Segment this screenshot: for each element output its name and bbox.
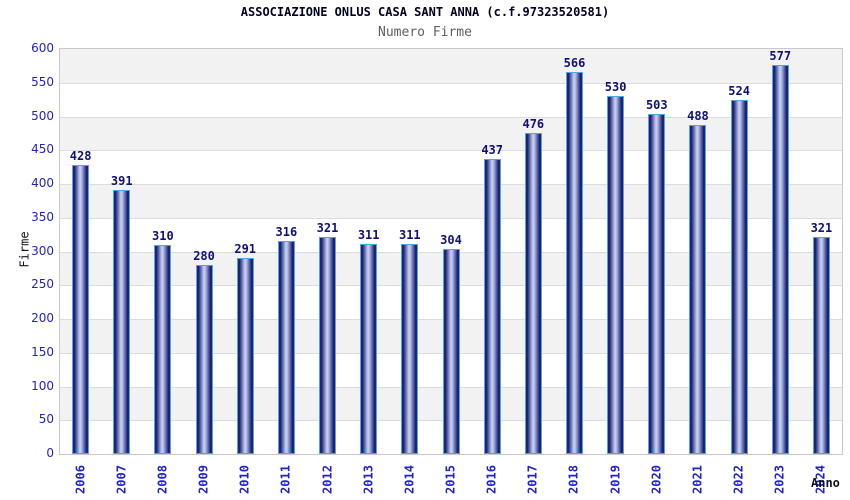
x-axis-title: Anno xyxy=(811,476,840,490)
bar-value-2011: 316 xyxy=(275,225,298,239)
bar-2012 xyxy=(319,237,337,454)
bar-value-2008: 310 xyxy=(152,229,174,243)
bar-2024 xyxy=(812,237,830,454)
x-tick-2014: 2014 xyxy=(402,465,417,494)
bar-2017 xyxy=(524,133,542,454)
x-tick-2020: 2020 xyxy=(649,465,664,494)
y-tick-300: 300 xyxy=(31,243,54,258)
bar-value-2016: 437 xyxy=(481,143,503,157)
chart-subtitle: Numero Firme xyxy=(378,25,472,40)
gridline-350 xyxy=(60,217,842,219)
bar-value-2013: 311 xyxy=(357,228,380,242)
plot-band xyxy=(60,49,842,83)
bar-value-2018: 566 xyxy=(563,56,586,70)
x-tick-2006: 2006 xyxy=(73,465,88,494)
x-tick-2012: 2012 xyxy=(320,465,335,494)
plot-band xyxy=(60,116,842,151)
bar-value-2007: 391 xyxy=(110,174,133,188)
bar-2010 xyxy=(236,258,254,454)
bar-value-2024: 321 xyxy=(810,221,833,235)
bar-value-2006: 428 xyxy=(69,149,92,163)
x-tick-2023: 2023 xyxy=(772,465,787,494)
bar-2009 xyxy=(195,265,213,454)
x-tick-2008: 2008 xyxy=(155,465,170,494)
bar-2016 xyxy=(483,159,501,454)
bar-2014 xyxy=(401,244,419,454)
gridline-500 xyxy=(60,116,842,118)
x-tick-2021: 2021 xyxy=(690,465,705,494)
bar-2011 xyxy=(277,241,295,454)
x-tick-2013: 2013 xyxy=(361,465,376,494)
chart-title: ASSOCIAZIONE ONLUS CASA SANT ANNA (c.f.9… xyxy=(240,5,610,19)
bar-2023 xyxy=(771,65,789,454)
y-tick-450: 450 xyxy=(31,142,54,157)
y-tick-50: 50 xyxy=(38,412,54,427)
x-tick-2011: 2011 xyxy=(278,465,293,494)
bar-2022 xyxy=(730,100,748,454)
y-tick-600: 600 xyxy=(31,41,54,55)
bar-value-2019: 530 xyxy=(604,80,627,94)
bar-2021 xyxy=(689,125,707,454)
bar-2008 xyxy=(154,245,172,454)
plot-area: 428 391 310 280 291 316 321 311 311 304 437 476 566 5… xyxy=(59,48,843,455)
x-tick-2017: 2017 xyxy=(525,465,540,494)
y-tick-400: 400 xyxy=(31,176,54,190)
y-tick-550: 550 xyxy=(31,74,54,89)
plot-band xyxy=(60,217,842,252)
bar-value-2012: 321 xyxy=(316,221,339,235)
y-tick-350: 350 xyxy=(31,209,54,224)
bar-2019 xyxy=(607,96,625,454)
bar-value-2020: 503 xyxy=(645,98,668,112)
bar-2013 xyxy=(360,244,378,454)
gridline-550 xyxy=(60,82,842,84)
y-tick-500: 500 xyxy=(31,108,54,123)
bar-value-2015: 304 xyxy=(440,233,462,247)
bar-value-2022: 524 xyxy=(728,84,750,98)
bar-2007 xyxy=(113,190,131,454)
x-tick-2019: 2019 xyxy=(608,465,623,494)
y-tick-100: 100 xyxy=(31,378,54,393)
bar-value-2009: 280 xyxy=(193,249,215,263)
plot-band xyxy=(60,184,842,218)
bar-value-2021: 488 xyxy=(687,109,709,123)
x-tick-2016: 2016 xyxy=(484,465,499,494)
y-tick-200: 200 xyxy=(31,311,54,325)
gridline-450 xyxy=(60,150,842,152)
plot-band xyxy=(60,82,842,117)
gridline-400 xyxy=(60,184,842,185)
bar-value-2010: 291 xyxy=(234,242,257,256)
x-tick-2009: 2009 xyxy=(196,465,211,494)
bar-2020 xyxy=(648,114,666,454)
bar-value-2023: 577 xyxy=(769,49,792,63)
x-tick-2010: 2010 xyxy=(237,465,252,494)
bar-2018 xyxy=(565,72,583,454)
plot-band xyxy=(60,150,842,184)
x-tick-2018: 2018 xyxy=(566,465,581,494)
y-tick-0: 0 xyxy=(46,446,54,460)
bar-2006 xyxy=(72,165,90,454)
bar-2015 xyxy=(442,249,460,454)
bar-value-2017: 476 xyxy=(522,117,545,131)
bar-value-2014: 311 xyxy=(398,228,421,242)
x-tick-2022: 2022 xyxy=(731,465,746,494)
y-tick-250: 250 xyxy=(31,277,54,292)
y-tick-150: 150 xyxy=(31,344,54,359)
x-tick-2007: 2007 xyxy=(114,465,129,494)
x-tick-2015: 2015 xyxy=(443,465,458,494)
